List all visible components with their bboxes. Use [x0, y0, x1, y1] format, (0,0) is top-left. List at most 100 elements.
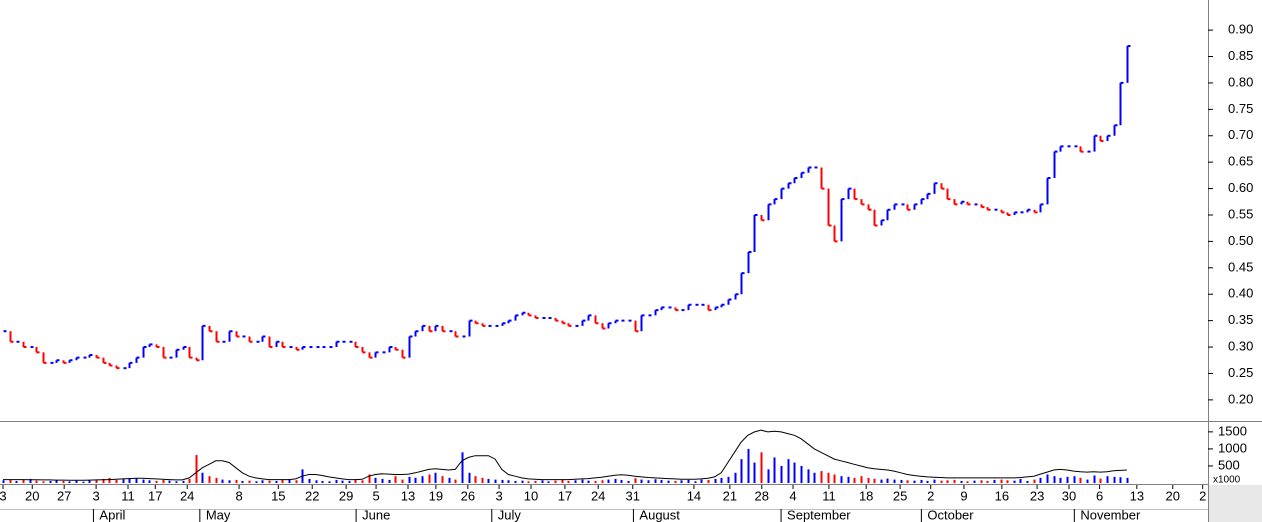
price-bar — [787, 182, 792, 189]
price-bar — [1093, 134, 1098, 152]
y-tick-label: 0.80 — [1228, 74, 1253, 89]
price-bar — [953, 199, 958, 206]
x-tick-label: 2 — [927, 488, 934, 503]
volume-ma-line — [3, 429, 1127, 481]
price-bar — [201, 324, 206, 361]
price-bar — [853, 188, 858, 201]
price-bar — [740, 272, 745, 295]
y-tick-label: 0.60 — [1228, 180, 1253, 195]
y-tick-label: 0.75 — [1228, 101, 1253, 116]
x-tick-label: 13 — [401, 488, 415, 503]
x-tick-label: 3 — [92, 488, 99, 503]
price-bar — [248, 336, 253, 343]
price-bar — [707, 304, 712, 312]
price-bar — [581, 319, 586, 326]
y-tick-label: 0.70 — [1228, 127, 1253, 142]
price-bar — [527, 312, 532, 317]
price-bar — [980, 204, 985, 209]
x-tick-label: 3 — [495, 488, 502, 503]
unit-label: x1000 — [1213, 475, 1241, 486]
price-bar — [394, 347, 399, 351]
x-tick-label: 6 — [1096, 488, 1103, 503]
x-tick-label: 10 — [524, 488, 538, 503]
x-tick-label: 19 — [429, 488, 443, 503]
price-bar — [833, 225, 838, 243]
price-bar — [162, 347, 167, 359]
x-tick-label: 13 — [1130, 488, 1144, 503]
price-bar — [714, 306, 719, 311]
price-bar — [401, 349, 406, 359]
price-bar — [22, 341, 27, 349]
price-bar — [368, 352, 373, 359]
price-bar — [454, 331, 459, 338]
price-bar — [747, 250, 752, 274]
price-bar — [268, 336, 273, 349]
price-bar — [926, 192, 931, 200]
x-tick-label: 24 — [180, 488, 194, 503]
price-bar — [760, 214, 765, 222]
price-bar — [1126, 44, 1131, 83]
price-bar — [354, 341, 359, 349]
price-bar — [1000, 209, 1005, 214]
price-bar — [920, 198, 925, 205]
price-bar — [1006, 212, 1011, 216]
price-bar — [654, 309, 659, 316]
price-bar — [753, 213, 758, 252]
price-bar — [946, 188, 951, 201]
price-bar — [95, 354, 100, 359]
price-bar — [640, 314, 645, 332]
price-bar — [554, 317, 559, 322]
price-bar — [773, 198, 778, 205]
x-tick-label: 11 — [121, 488, 135, 503]
price-bar — [847, 187, 852, 200]
price-bar — [807, 166, 812, 173]
month-label: August — [639, 507, 680, 522]
x-tick-label: 16 — [995, 488, 1009, 503]
x-tick-label: 31 — [626, 488, 640, 503]
x-tick-label: 17 — [558, 488, 572, 503]
month-label: July — [498, 507, 522, 522]
price-bar — [501, 322, 506, 326]
price-bar — [361, 347, 366, 354]
price-bar — [42, 352, 47, 364]
price-bar — [175, 348, 180, 358]
price-bar — [820, 167, 825, 190]
x-tick-label: 3 — [0, 488, 7, 503]
price-bar — [906, 204, 911, 211]
x-tick-label: 8 — [235, 488, 242, 503]
price-bar — [634, 320, 639, 333]
price-bar — [301, 346, 306, 350]
month-label: April — [99, 507, 125, 522]
price-bar — [800, 171, 805, 179]
y-tick-label: 0.90 — [1228, 22, 1253, 37]
price-bar — [108, 362, 113, 367]
price-bar — [55, 359, 60, 363]
price-bar — [687, 303, 692, 311]
price-bar — [261, 335, 266, 342]
price-bar — [507, 319, 512, 324]
price-bar — [142, 346, 147, 358]
price-bar — [182, 346, 187, 350]
x-tick-label: 2 — [1199, 488, 1206, 503]
x-tick-label: 27 — [57, 488, 71, 503]
price-bar — [1033, 209, 1038, 214]
price-bar — [793, 177, 798, 184]
price-bar — [1013, 211, 1018, 215]
price-bar — [867, 204, 872, 211]
month-label: October — [927, 507, 974, 522]
x-tick-label: 20 — [25, 488, 39, 503]
price-bar — [228, 330, 233, 342]
price-bar — [188, 347, 193, 359]
price-bar — [893, 203, 898, 210]
price-bar — [1113, 124, 1118, 136]
y-tick-label: 1000 — [1218, 440, 1247, 455]
price-bar — [840, 198, 845, 242]
price-bar — [587, 314, 592, 321]
x-tick-label: 9 — [960, 488, 967, 503]
price-bar — [780, 187, 785, 200]
price-bar — [468, 319, 473, 337]
price-bar — [1119, 81, 1124, 126]
price-bar — [660, 306, 665, 311]
x-tick-label: 18 — [859, 488, 873, 503]
